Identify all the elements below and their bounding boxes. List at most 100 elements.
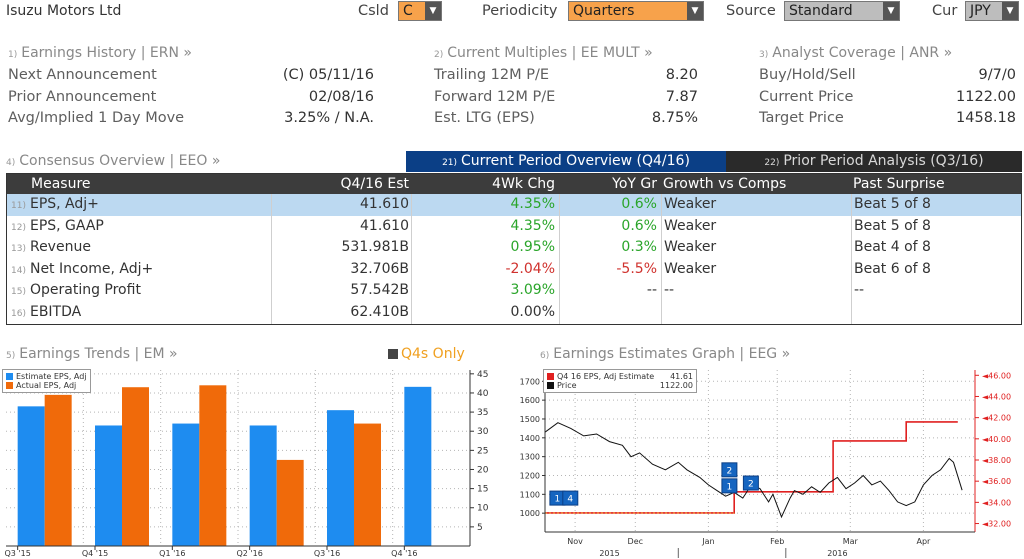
column-header[interactable]: Measure (31, 176, 91, 192)
current-multiples-row: Trailing 12M P/E 8.20 (434, 67, 698, 83)
row-label: Trailing 12M P/E (434, 67, 550, 83)
y-tick-label: 45 (477, 370, 488, 380)
x-tick-label: Feb (770, 537, 784, 546)
legend-item: Estimate EPS, Adj (6, 372, 87, 381)
table-row[interactable]: 14) Net Income, Adj+ 32.706B -2.04% -5.5%… (7, 258, 1021, 281)
column-header[interactable]: Q4/16 Est (340, 176, 409, 192)
y-tick-label: 20 (477, 465, 489, 475)
event-marker-label: 2 (727, 466, 733, 476)
table-row[interactable]: 15) Operating Profit 57.542B 3.09% -- -- … (7, 280, 1021, 302)
event-marker-label: 4 (567, 495, 573, 505)
legend-swatch (6, 373, 13, 380)
table-row[interactable]: 11) EPS, Adj+ 41.610 4.35% 0.6% Weaker Be… (7, 194, 1021, 216)
event-marker-label: 1 (727, 482, 733, 492)
section-number: 1) (8, 50, 18, 60)
x-axis: Nov Dec Jan Feb Mar Apr 2015 2016 (545, 531, 975, 558)
csld-label: Csld (358, 3, 389, 19)
actual-bar (354, 423, 381, 546)
measure-cell: EPS, Adj+ (29, 196, 99, 212)
event-marker-label: 1 (555, 495, 561, 505)
event-marker-label: 2 (748, 480, 754, 490)
chevron-down-icon: ▼ (1002, 2, 1018, 20)
earnings-graph-link[interactable]: 6) Earnings Estimates Graph | EEG » (540, 346, 790, 362)
csld-select[interactable]: C ▼ (398, 1, 442, 21)
earnings-trends-link[interactable]: 5) Earnings Trends | EM » (6, 346, 178, 362)
analyst-coverage-link[interactable]: 3) Analyst Coverage | ANR » (759, 45, 952, 61)
section-title: Current Multiples | EE MULT » (447, 45, 653, 61)
x-tick-label: Dec (628, 537, 643, 546)
earnings-history-link[interactable]: 1) Earnings History | ERN » (8, 45, 192, 61)
source-select[interactable]: Standard ▼ (784, 1, 900, 21)
legend-label: Actual EPS, Adj (16, 381, 77, 390)
current-multiples-row: Forward 12M P/E 7.87 (434, 89, 698, 105)
earnings-trends-chart: 5 10 15 20 25 30 35 40 45 Q3 '15 Q4 '15 Q1 '16 Q2 '… (5, 370, 489, 558)
y-tick-label: 1500 (520, 415, 540, 424)
legend-label: Q4 16 EPS, Adj Estimate (557, 372, 655, 381)
currency-select[interactable]: JPY ▼ (965, 1, 1019, 21)
column-header[interactable]: Past Surprise (853, 176, 945, 192)
yoy-cell: 0.6% (559, 215, 661, 238)
chart-legend: Q4 16 EPS, Adj Estimate 41.61 Price 1122… (543, 369, 697, 393)
row-number: 14) (11, 265, 26, 276)
y-tick-label: 1600 (520, 396, 540, 405)
measure-cell: Revenue (29, 239, 91, 256)
actual-bar (199, 385, 227, 546)
y-axis-left: 1000 1100 1200 1300 1400 1500 1600 1700 (520, 370, 546, 532)
x-tick-label: Apr (916, 537, 931, 546)
row-label: Target Price (759, 110, 844, 126)
estimate-cell: 531.981B (271, 237, 411, 259)
chevron-down-icon: ▼ (883, 2, 899, 20)
event-marker (721, 462, 738, 478)
chg-cell: 4.35% (411, 194, 559, 216)
column-header[interactable]: Growth vs Comps (663, 176, 787, 192)
table-row[interactable]: 16) EBITDA 62.410B 0.00% (7, 301, 1021, 324)
legend-swatch (6, 382, 13, 389)
x-year-label: 2015 (599, 549, 619, 558)
y-tick-label: 1200 (520, 471, 540, 480)
comps-cell: -- (661, 280, 851, 302)
measure-cell: Operating Profit (29, 282, 141, 299)
legend-swatch (547, 373, 554, 380)
estimate-bar (95, 425, 122, 546)
consensus-overview-link[interactable]: 4) Consensus Overview | EEO » (6, 153, 220, 169)
row-label: Prior Announcement (8, 89, 157, 105)
x-tick-label: Q3 '16 (314, 549, 340, 558)
comps-cell (661, 301, 851, 324)
table-row[interactable]: 12) EPS, GAAP 41.610 4.35% 0.6% Weaker Be… (7, 215, 1021, 238)
estimate-bar (172, 423, 200, 546)
x-tick-label: Q1 '16 (159, 549, 185, 558)
current-multiples-link[interactable]: 2) Current Multiples | EE MULT » (434, 45, 653, 61)
legend-item: Actual EPS, Adj (6, 381, 87, 390)
section-title: Earnings Trends | EM » (19, 346, 178, 362)
tab-current-period[interactable]: 21) Current Period Overview (Q4/16) (406, 151, 726, 172)
y-tick-label: ◄32.00 (982, 520, 1011, 529)
q4s-only-toggle[interactable]: Q4s Only (388, 346, 465, 362)
surprise-cell: Beat 5 of 8 (851, 215, 1021, 238)
surprise-cell: -- (851, 280, 1021, 302)
row-value: 8.20 (665, 67, 698, 83)
y-tick-label: 40 (477, 389, 489, 399)
measure-cell: Net Income, Adj+ (29, 260, 154, 277)
periodicity-select[interactable]: Quarters ▼ (568, 1, 704, 21)
row-label: Current Price (759, 89, 854, 105)
row-value: 1122.00 (956, 89, 1016, 105)
estimate-bar (17, 406, 45, 546)
column-header[interactable]: 4Wk Chg (492, 176, 555, 192)
tab-prior-period[interactable]: 22) Prior Period Analysis (Q3/16) (726, 151, 1022, 172)
chg-cell: -2.04% (411, 258, 559, 281)
column-header[interactable]: YoY Gr (612, 176, 657, 192)
actual-bar (276, 459, 304, 546)
table-header: Measure Q4/16 Est 4Wk Chg YoY Gr Growth … (7, 174, 1021, 194)
y-tick-label: 1300 (520, 453, 540, 462)
x-tick-label: Q4 '16 (391, 549, 417, 558)
section-number: 3) (759, 50, 769, 60)
analyst-coverage-row: Current Price 1122.00 (759, 89, 1016, 105)
estimate-bar (327, 410, 354, 546)
chevron-down-icon: ▼ (425, 2, 441, 20)
x-tick-label: Jan (701, 537, 714, 546)
row-number: 15) (11, 287, 26, 298)
table-row[interactable]: 13) Revenue 531.981B 0.95% 0.3% Weaker Be… (7, 237, 1021, 259)
row-number: 12) (11, 222, 26, 233)
row-value: 7.87 (665, 89, 698, 105)
top-bar: Isuzu Motors Ltd Csld C ▼ Periodicity Qu… (0, 0, 1024, 24)
